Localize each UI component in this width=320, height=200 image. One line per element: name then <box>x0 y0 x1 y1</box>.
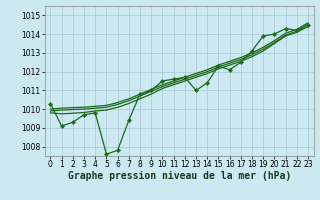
X-axis label: Graphe pression niveau de la mer (hPa): Graphe pression niveau de la mer (hPa) <box>68 171 291 181</box>
